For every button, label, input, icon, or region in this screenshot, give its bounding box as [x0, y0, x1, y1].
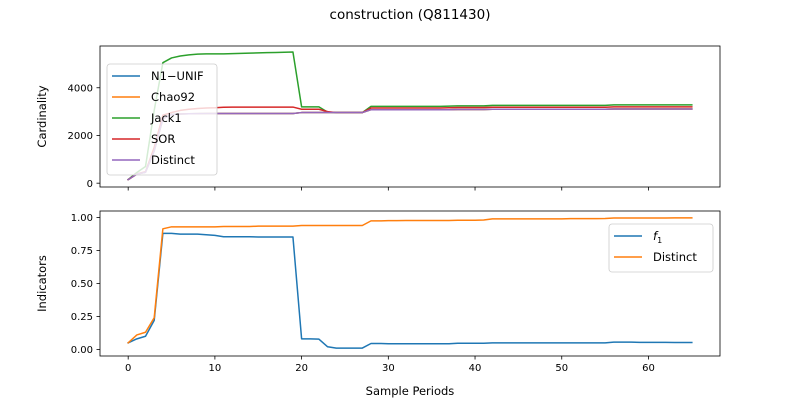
legend-top: N1−UNIF Chao92 Jack1 SOR Distinct [106, 63, 218, 176]
legend-label-top-1: Chao92 [151, 90, 195, 104]
x-tick-label-0: 0 [125, 363, 131, 374]
legend-label-top-4: Distinct [151, 153, 195, 167]
legend-label-bottom-0: f1 [653, 229, 662, 245]
y-axis-label-top: Cardinality [35, 85, 49, 147]
y-tick-label-bottom-0: 0.00 [71, 345, 93, 356]
chart-title: construction (Q811430) [330, 7, 491, 23]
y-tick-label-bottom-4: 1.00 [71, 213, 93, 224]
legend-bottom: f1 Distinct [608, 223, 714, 273]
x-tick-label-6: 60 [642, 363, 655, 374]
panel-bottom: 0 10 20 30 40 50 60 0.00 0.25 0.50 0.75 1.00 Indicat… [35, 210, 721, 398]
y-tick-label-top-1: 2000 [68, 131, 93, 142]
legend-label-top-0: N1−UNIF [151, 69, 204, 83]
y-tick-label-top-0: 0 [87, 179, 93, 190]
series-line-1-1 [127, 217, 693, 344]
panel-top: 0 2000 4000 Cardinality N1−UNIF Chao92 Jack1 SO… [35, 45, 721, 191]
series-line-0-4 [127, 108, 693, 181]
series-line-1-0 [127, 232, 693, 349]
x-tick-label-1: 10 [209, 363, 222, 374]
legend-label-bottom-1: Distinct [653, 250, 697, 264]
series-line-0-3 [127, 106, 693, 181]
y-tick-label-bottom-3: 0.75 [71, 246, 93, 257]
y-tick-label-bottom-1: 0.25 [71, 312, 93, 323]
series-line-0-2 [127, 51, 693, 181]
legend-box-top [106, 63, 218, 176]
y-axis-label-bottom: Indicators [35, 255, 49, 312]
x-tick-label-3: 30 [382, 363, 395, 374]
y-tick-label-bottom-2: 0.50 [71, 279, 93, 290]
x-tick-label-5: 50 [555, 363, 568, 374]
y-tick-label-top-2: 4000 [68, 83, 93, 94]
legend-label-top-2: Jack1 [150, 111, 182, 125]
x-tick-label-4: 40 [469, 363, 482, 374]
legend-label-top-3: SOR [151, 132, 175, 146]
x-tick-label-2: 20 [295, 363, 308, 374]
x-axis-label: Sample Periods [366, 384, 455, 398]
axes-frame-top [99, 45, 721, 188]
legend-box-bottom [608, 223, 714, 273]
